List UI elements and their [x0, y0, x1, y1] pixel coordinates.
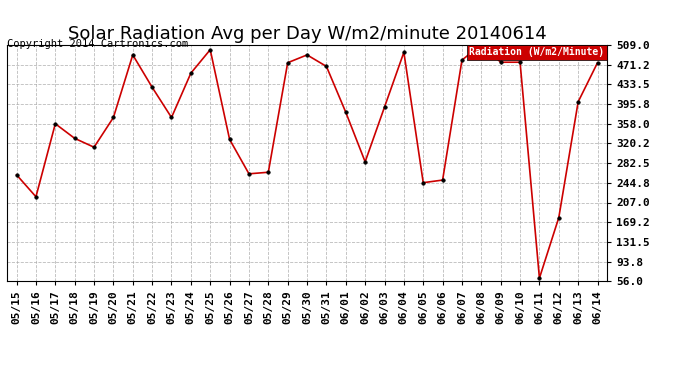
- Text: Copyright 2014 Cartronics.com: Copyright 2014 Cartronics.com: [7, 39, 188, 50]
- Text: Radiation (W/m2/Minute): Radiation (W/m2/Minute): [469, 47, 604, 57]
- Title: Solar Radiation Avg per Day W/m2/minute 20140614: Solar Radiation Avg per Day W/m2/minute …: [68, 26, 546, 44]
